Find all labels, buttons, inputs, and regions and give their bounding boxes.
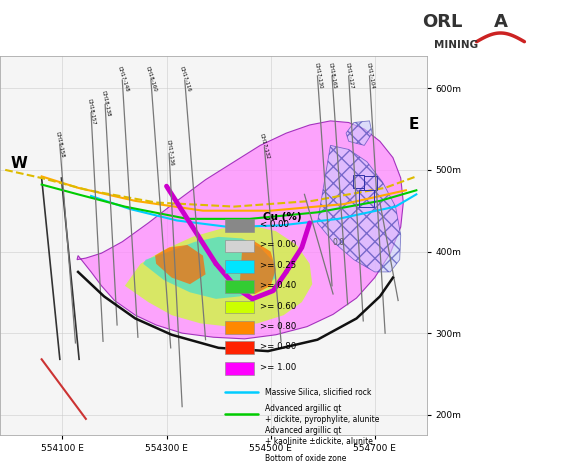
Text: Advanced argillic qt
+ dickite, pyrophylite, alunite: Advanced argillic qt + dickite, pyrophyl… <box>265 405 379 424</box>
Text: >= 0.40: >= 0.40 <box>261 281 296 290</box>
Text: DH17-148: DH17-148 <box>116 66 129 93</box>
FancyBboxPatch shape <box>225 342 254 354</box>
Text: DH18-138: DH18-138 <box>100 91 111 118</box>
Polygon shape <box>143 237 276 299</box>
Text: DH18-157: DH18-157 <box>86 99 96 126</box>
Polygon shape <box>240 242 276 294</box>
Text: >= 0.25: >= 0.25 <box>261 261 296 270</box>
Text: DH17-136: DH17-136 <box>165 140 174 167</box>
Text: Advanced argillic qt
+ kaolinite ±dickite, alunite: Advanced argillic qt + kaolinite ±dickit… <box>265 426 373 446</box>
Bar <box>353 175 364 188</box>
Text: < 0.00: < 0.00 <box>261 220 290 229</box>
Text: W: W <box>10 156 27 171</box>
Text: Bottom of oxide zone: Bottom of oxide zone <box>265 454 346 463</box>
Polygon shape <box>125 225 312 326</box>
Text: DH17-127: DH17-127 <box>344 62 354 89</box>
Bar <box>359 190 374 206</box>
Text: Cu (%): Cu (%) <box>262 212 301 222</box>
Text: MINING: MINING <box>434 40 478 50</box>
FancyBboxPatch shape <box>225 219 254 232</box>
Text: A: A <box>494 13 508 31</box>
Text: Massive Silica, slicified rock: Massive Silica, slicified rock <box>265 388 371 397</box>
Bar <box>364 175 377 190</box>
Text: >= 0.80: >= 0.80 <box>261 342 296 351</box>
Polygon shape <box>77 121 403 339</box>
Text: 0.0: 0.0 <box>332 238 344 247</box>
FancyBboxPatch shape <box>225 280 254 293</box>
Text: DH17-130: DH17-130 <box>313 62 323 89</box>
Text: >= 1.00: >= 1.00 <box>261 363 296 372</box>
FancyBboxPatch shape <box>225 301 254 313</box>
Text: DH17-104: DH17-104 <box>365 62 374 89</box>
Text: E: E <box>409 118 419 132</box>
Polygon shape <box>346 121 372 145</box>
FancyBboxPatch shape <box>225 321 254 334</box>
Text: DH18-160: DH18-160 <box>145 66 158 93</box>
Text: DH18-165: DH18-165 <box>328 62 337 89</box>
Text: DH18-158: DH18-158 <box>55 131 65 158</box>
Text: ORL: ORL <box>422 13 463 31</box>
Text: >= 0.80: >= 0.80 <box>261 322 296 331</box>
Polygon shape <box>155 245 205 284</box>
Text: >= 0.60: >= 0.60 <box>261 301 296 311</box>
Polygon shape <box>318 145 401 272</box>
Text: DH17-132: DH17-132 <box>259 133 270 160</box>
FancyBboxPatch shape <box>225 260 254 273</box>
Text: >= 0.00: >= 0.00 <box>261 240 296 250</box>
Text: CABALLITO SECTION N834630: CABALLITO SECTION N834630 <box>15 21 271 37</box>
Text: DH17-116: DH17-116 <box>179 66 192 93</box>
FancyBboxPatch shape <box>225 239 254 252</box>
FancyBboxPatch shape <box>225 362 254 375</box>
